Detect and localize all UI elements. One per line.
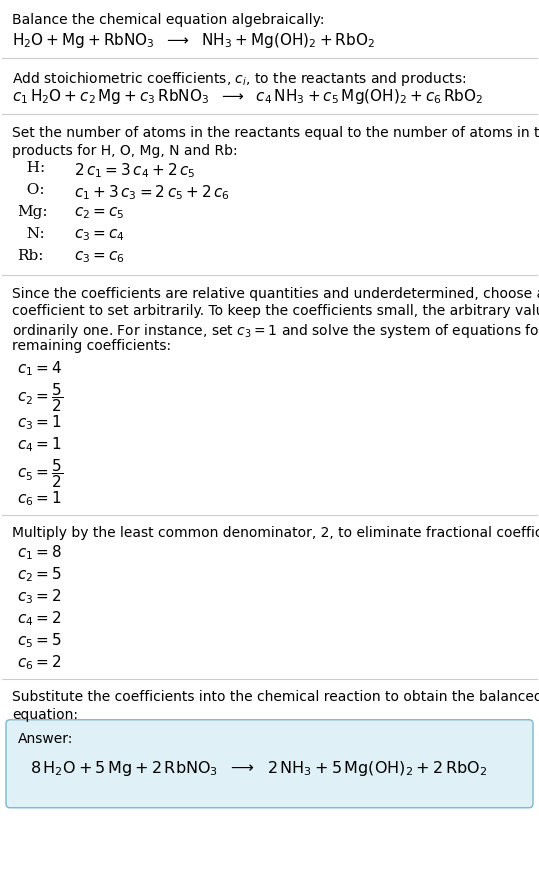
- Text: $c_1 = 4$: $c_1 = 4$: [17, 359, 62, 377]
- Text: N:: N:: [17, 227, 45, 241]
- Text: $c_6 = 2$: $c_6 = 2$: [17, 654, 61, 672]
- Text: $c_1 + 3\,c_3 = 2\,c_5 + 2\,c_6$: $c_1 + 3\,c_3 = 2\,c_5 + 2\,c_6$: [74, 183, 230, 202]
- Text: Since the coefficients are relative quantities and underdetermined, choose a: Since the coefficients are relative quan…: [12, 287, 539, 301]
- Text: Substitute the coefficients into the chemical reaction to obtain the balanced: Substitute the coefficients into the che…: [12, 691, 539, 705]
- Text: $c_2 = c_5$: $c_2 = c_5$: [74, 205, 125, 220]
- Text: Set the number of atoms in the reactants equal to the number of atoms in the: Set the number of atoms in the reactants…: [12, 126, 539, 140]
- Text: products for H, O, Mg, N and Rb:: products for H, O, Mg, N and Rb:: [12, 144, 238, 158]
- Text: H:: H:: [17, 161, 45, 175]
- Text: equation:: equation:: [12, 708, 78, 722]
- Text: Add stoichiometric coefficients, $c_i$, to the reactants and products:: Add stoichiometric coefficients, $c_i$, …: [12, 70, 467, 87]
- Text: $c_1 = 8$: $c_1 = 8$: [17, 543, 62, 562]
- Text: $c_2 = 5$: $c_2 = 5$: [17, 565, 61, 584]
- Text: $c_3 = c_4$: $c_3 = c_4$: [74, 227, 125, 243]
- Text: Mg:: Mg:: [17, 205, 47, 219]
- Text: $c_4 = 1$: $c_4 = 1$: [17, 435, 61, 453]
- Text: ordinarily one. For instance, set $c_3 = 1$ and solve the system of equations fo: ordinarily one. For instance, set $c_3 =…: [12, 322, 539, 340]
- Text: $c_3 = c_6$: $c_3 = c_6$: [74, 249, 125, 265]
- Text: $c_5 = 5$: $c_5 = 5$: [17, 632, 61, 650]
- Text: $c_1\,\mathrm{H_2O} + c_2\,\mathrm{Mg} + c_3\,\mathrm{RbNO_3}$  $\longrightarrow: $c_1\,\mathrm{H_2O} + c_2\,\mathrm{Mg} +…: [12, 87, 483, 106]
- Text: coefficient to set arbitrarily. To keep the coefficients small, the arbitrary va: coefficient to set arbitrarily. To keep …: [12, 304, 539, 318]
- Text: $c_4 = 2$: $c_4 = 2$: [17, 609, 61, 628]
- Text: $c_5 = \dfrac{5}{2}$: $c_5 = \dfrac{5}{2}$: [17, 457, 63, 490]
- Text: Multiply by the least common denominator, 2, to eliminate fractional coefficient: Multiply by the least common denominator…: [12, 526, 539, 540]
- Text: Answer:: Answer:: [18, 732, 73, 746]
- Text: Balance the chemical equation algebraically:: Balance the chemical equation algebraica…: [12, 13, 324, 27]
- Text: $\mathrm{H_2O + Mg + RbNO_3}$  $\longrightarrow$  $\mathrm{NH_3 + Mg(OH)_2 + RbO: $\mathrm{H_2O + Mg + RbNO_3}$ $\longrigh…: [12, 31, 375, 49]
- FancyBboxPatch shape: [6, 720, 533, 808]
- Text: $8\,\mathrm{H_2O} + 5\,\mathrm{Mg} + 2\,\mathrm{RbNO_3}$  $\longrightarrow$  $2\: $8\,\mathrm{H_2O} + 5\,\mathrm{Mg} + 2\,…: [30, 759, 487, 778]
- Text: Rb:: Rb:: [17, 249, 44, 263]
- Text: remaining coefficients:: remaining coefficients:: [12, 340, 171, 354]
- Text: $c_3 = 2$: $c_3 = 2$: [17, 587, 61, 606]
- Text: $c_3 = 1$: $c_3 = 1$: [17, 413, 61, 431]
- Text: $c_2 = \dfrac{5}{2}$: $c_2 = \dfrac{5}{2}$: [17, 381, 63, 414]
- Text: $2\,c_1 = 3\,c_4 + 2\,c_5$: $2\,c_1 = 3\,c_4 + 2\,c_5$: [74, 161, 195, 180]
- Text: $c_6 = 1$: $c_6 = 1$: [17, 489, 61, 508]
- Text: O:: O:: [17, 183, 45, 197]
